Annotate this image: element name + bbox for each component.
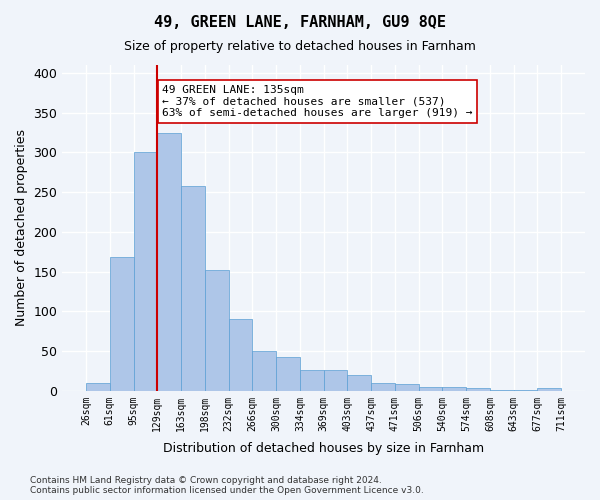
Y-axis label: Number of detached properties: Number of detached properties bbox=[15, 130, 28, 326]
Bar bbox=[538, 388, 561, 391]
Bar bbox=[466, 388, 490, 391]
Bar bbox=[490, 390, 514, 391]
Bar bbox=[514, 390, 538, 391]
Text: Size of property relative to detached houses in Farnham: Size of property relative to detached ho… bbox=[124, 40, 476, 53]
Bar bbox=[442, 387, 466, 391]
Bar bbox=[347, 375, 371, 391]
Bar bbox=[134, 152, 157, 391]
Bar bbox=[323, 370, 347, 391]
Bar bbox=[300, 370, 323, 391]
Bar bbox=[395, 384, 419, 391]
Bar bbox=[205, 270, 229, 391]
Bar bbox=[276, 356, 300, 391]
Text: 49, GREEN LANE, FARNHAM, GU9 8QE: 49, GREEN LANE, FARNHAM, GU9 8QE bbox=[154, 15, 446, 30]
Bar bbox=[253, 351, 276, 391]
Bar bbox=[110, 258, 134, 391]
Bar bbox=[419, 387, 442, 391]
Text: 49 GREEN LANE: 135sqm
← 37% of detached houses are smaller (537)
63% of semi-det: 49 GREEN LANE: 135sqm ← 37% of detached … bbox=[162, 85, 473, 118]
Bar bbox=[181, 186, 205, 391]
Bar bbox=[86, 383, 110, 391]
X-axis label: Distribution of detached houses by size in Farnham: Distribution of detached houses by size … bbox=[163, 442, 484, 455]
Bar bbox=[371, 383, 395, 391]
Bar bbox=[229, 320, 253, 391]
Bar bbox=[157, 132, 181, 391]
Text: Contains HM Land Registry data © Crown copyright and database right 2024.
Contai: Contains HM Land Registry data © Crown c… bbox=[30, 476, 424, 495]
